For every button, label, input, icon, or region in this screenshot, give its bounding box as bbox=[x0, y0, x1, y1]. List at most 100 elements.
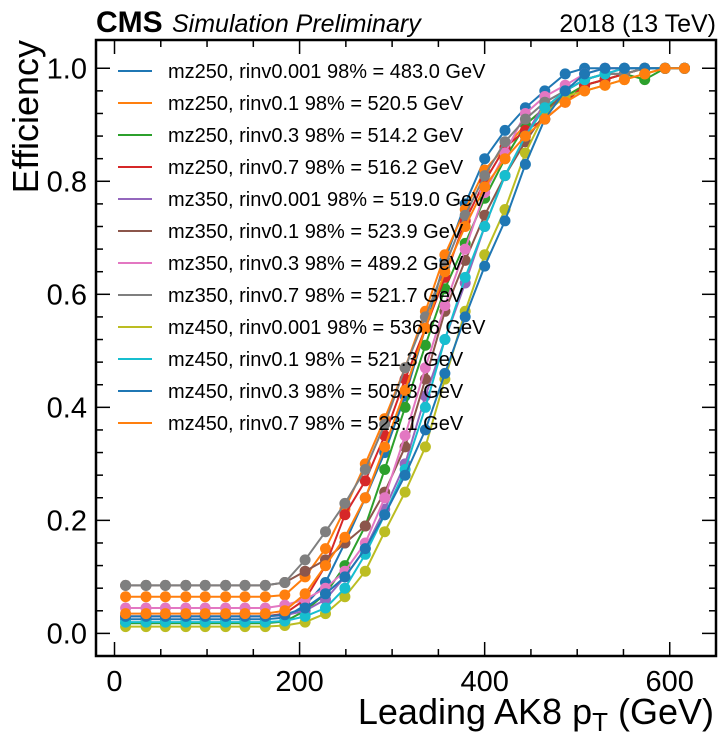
series-12-point bbox=[639, 68, 651, 80]
series-12-point bbox=[419, 322, 431, 334]
cms-label: CMS bbox=[96, 6, 163, 39]
y-tick-label: 0.6 bbox=[47, 279, 87, 311]
series-11-point bbox=[399, 469, 411, 481]
series-12-point bbox=[220, 608, 232, 620]
series-1-point bbox=[479, 153, 491, 165]
series-11-point bbox=[379, 509, 391, 521]
series-8-point bbox=[359, 464, 371, 475]
series-10-point bbox=[459, 271, 471, 283]
series-12-point bbox=[320, 560, 331, 572]
series-8-point bbox=[199, 579, 211, 591]
series-2-point bbox=[320, 543, 331, 555]
series-2-point bbox=[120, 591, 132, 603]
series-2-point bbox=[199, 591, 211, 603]
series-12-point bbox=[659, 62, 671, 74]
series-8-point bbox=[140, 579, 152, 591]
series-11-point bbox=[419, 424, 431, 436]
series-8-point bbox=[239, 579, 251, 591]
series-8-point bbox=[180, 579, 192, 591]
series-12-point bbox=[199, 608, 211, 620]
series-8-point bbox=[159, 579, 171, 591]
legend-entry: mz450, rinv0.7 98% = 523.1 GeV bbox=[168, 413, 464, 435]
series-10-point bbox=[499, 170, 511, 182]
x-tick-label: 400 bbox=[460, 666, 508, 698]
series-10-point bbox=[479, 221, 491, 232]
series-11-point bbox=[559, 85, 571, 97]
series-8-point bbox=[379, 418, 391, 430]
series-7-point bbox=[459, 243, 471, 255]
x-axis-label-main: Leading AK8 p bbox=[358, 691, 592, 732]
series-11-point bbox=[618, 62, 630, 74]
legend-entry: mz250, rinv0.001 98% = 483.0 GeV bbox=[168, 61, 486, 83]
series-12-point bbox=[379, 441, 391, 453]
series-10-point bbox=[419, 401, 431, 413]
series-9-point bbox=[379, 526, 391, 538]
series-11-point bbox=[479, 260, 491, 272]
series-11-point bbox=[359, 543, 371, 555]
series-line-1 bbox=[125, 67, 685, 621]
legend-entry: mz350, rinv0.3 98% = 489.2 GeV bbox=[168, 253, 464, 275]
series-8-point bbox=[259, 579, 271, 591]
series-12-point bbox=[459, 221, 471, 232]
series-4-point bbox=[359, 475, 371, 487]
series-11-point bbox=[519, 158, 531, 170]
series-12-point bbox=[140, 608, 152, 620]
series-12-point bbox=[618, 74, 630, 86]
series-9-point bbox=[419, 441, 431, 453]
series-12-point bbox=[239, 608, 251, 620]
series-line-11 bbox=[125, 67, 685, 618]
series-10-point bbox=[539, 102, 551, 114]
series-8-point bbox=[220, 579, 232, 591]
series-12-point bbox=[479, 181, 491, 193]
legend-entry: mz250, rinv0.1 98% = 520.5 GeV bbox=[168, 93, 464, 115]
series-10-point bbox=[339, 582, 351, 594]
series-7-point bbox=[439, 300, 451, 312]
series-8-point bbox=[120, 579, 132, 591]
series-2-point bbox=[259, 591, 271, 603]
status-label: Simulation Preliminary bbox=[172, 10, 422, 38]
series-2-point bbox=[140, 591, 152, 603]
series-12-point bbox=[539, 113, 551, 125]
series-2-point bbox=[239, 591, 251, 603]
legend: mz250, rinv0.001 98% = 483.0 GeV mz250, r… bbox=[118, 61, 486, 435]
series-11-point bbox=[579, 68, 591, 80]
legend-entry: mz450, rinv0.1 98% = 521.3 GeV bbox=[168, 349, 464, 371]
series-8-point bbox=[320, 526, 331, 538]
legend-entry: mz450, rinv0.001 98% = 536.6 GeV bbox=[168, 317, 486, 339]
series-2-point bbox=[220, 591, 232, 603]
series-12-point bbox=[439, 266, 451, 278]
series-12-point bbox=[259, 608, 271, 620]
series-line-10 bbox=[125, 67, 685, 624]
series-6-point bbox=[299, 565, 311, 577]
legend-entry: mz350, rinv0.7 98% = 521.7 GeV bbox=[168, 285, 464, 307]
x-tick-label: 600 bbox=[646, 666, 694, 698]
legend-entry: mz450, rinv0.3 98% = 505.3 GeV bbox=[168, 381, 464, 403]
series-6-point bbox=[359, 520, 371, 532]
series-9-point bbox=[339, 591, 351, 603]
series-11-point bbox=[599, 62, 611, 74]
series-7-point bbox=[419, 362, 431, 374]
series-8-point bbox=[459, 209, 471, 221]
series-8-point bbox=[499, 136, 511, 148]
series-7-point bbox=[379, 492, 391, 504]
series-12-point bbox=[359, 492, 371, 504]
series-4-point bbox=[339, 509, 351, 521]
series-1-point bbox=[559, 68, 571, 80]
series-12-point bbox=[599, 79, 611, 91]
series-12-point bbox=[120, 608, 132, 620]
series-3-point bbox=[399, 401, 411, 413]
series-12-point bbox=[279, 605, 291, 617]
plot-series bbox=[120, 62, 690, 633]
x-axis-label: Leading AK8 pT (GeV) bbox=[358, 691, 714, 737]
series-7-point bbox=[399, 430, 411, 442]
series-9-point bbox=[399, 486, 411, 498]
series-8-point bbox=[399, 362, 411, 374]
series-line-3 bbox=[125, 67, 685, 625]
series-line-12 bbox=[125, 67, 685, 615]
series-line-4 bbox=[125, 67, 685, 618]
series-11-point bbox=[439, 367, 451, 379]
legend-entry: mz350, rinv0.001 98% = 519.0 GeV bbox=[168, 189, 486, 211]
y-axis-label: Efficiency bbox=[5, 40, 46, 193]
series-8-point bbox=[279, 577, 291, 588]
